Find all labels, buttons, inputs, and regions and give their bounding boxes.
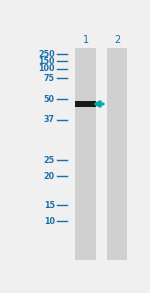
Text: 10: 10 [44, 217, 55, 226]
Text: 100: 100 [38, 64, 55, 73]
Text: 25: 25 [44, 156, 55, 165]
Text: 37: 37 [44, 115, 55, 124]
Bar [106, 47, 128, 260]
Text: 2: 2 [114, 35, 120, 45]
Bar [75, 101, 96, 107]
Text: 1: 1 [82, 35, 89, 45]
Text: 75: 75 [44, 74, 55, 83]
Text: 250: 250 [38, 50, 55, 59]
Text: 50: 50 [44, 95, 55, 104]
Text: 20: 20 [44, 172, 55, 181]
Text: 15: 15 [44, 201, 55, 210]
Bar [75, 47, 96, 260]
Text: 150: 150 [38, 57, 55, 66]
